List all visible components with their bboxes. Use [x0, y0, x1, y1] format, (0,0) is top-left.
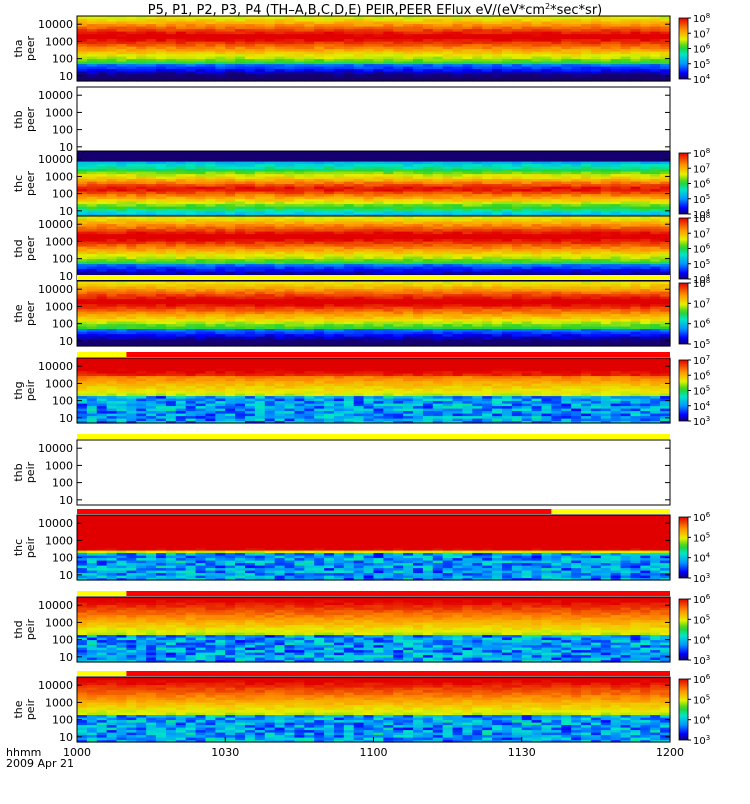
- heatmap-tha-peer: [77, 16, 671, 82]
- colorbar-tick-label: 108: [693, 212, 710, 225]
- y-tick-label: 10000: [38, 218, 73, 231]
- colorbar: [679, 218, 688, 279]
- panel-species-label: peer: [24, 236, 37, 262]
- colorbar-tick-label: 106: [693, 178, 711, 191]
- heatmap-the-peer: [77, 281, 671, 347]
- y-tick-label: 10: [59, 141, 73, 154]
- heatmap-thd-peer: [77, 216, 671, 282]
- y-tick-label: 100: [52, 124, 73, 137]
- y-tick-label: 10: [59, 205, 73, 218]
- colorbar-tick-label: 107: [693, 27, 710, 40]
- heatmap-thc-peer: [77, 151, 671, 217]
- colorbar-tick-label: 105: [693, 193, 710, 206]
- y-tick-label: 1000: [45, 106, 73, 119]
- colorbar-tick-label: 108: [693, 147, 710, 160]
- colorbar-tick-label: 105: [693, 58, 710, 71]
- y-tick-label: 10000: [38, 89, 73, 102]
- y-tick-label: 1000: [45, 35, 73, 48]
- colorbar-tick-label: 106: [693, 243, 711, 256]
- y-tick-label: 10: [59, 270, 73, 283]
- panel-species-label: peer: [24, 36, 37, 62]
- colorbar: [679, 153, 688, 214]
- y-tick-label: 1000: [45, 170, 73, 183]
- y-tick-label: 10: [59, 70, 73, 83]
- y-tick-label: 100: [52, 188, 73, 201]
- y-tick-label: 100: [52, 253, 73, 266]
- y-tick-label: 10000: [38, 153, 73, 166]
- colorbar-tick-label: 107: [693, 227, 710, 240]
- colorbar-tick-label: 105: [693, 258, 710, 271]
- colorbar-tick-label: 107: [693, 162, 710, 175]
- panel-frame: [77, 87, 670, 152]
- colorbar: [679, 18, 688, 79]
- colorbar-tick-label: 104: [693, 73, 711, 86]
- panel-species-label: peer: [24, 107, 37, 133]
- panel-species-label: peer: [24, 171, 37, 197]
- y-tick-label: 1000: [45, 235, 73, 248]
- y-tick-label: 10000: [38, 18, 73, 31]
- colorbar-tick-label: 106: [693, 43, 711, 56]
- y-tick-label: 100: [52, 53, 73, 66]
- colorbar-tick-label: 108: [693, 12, 710, 25]
